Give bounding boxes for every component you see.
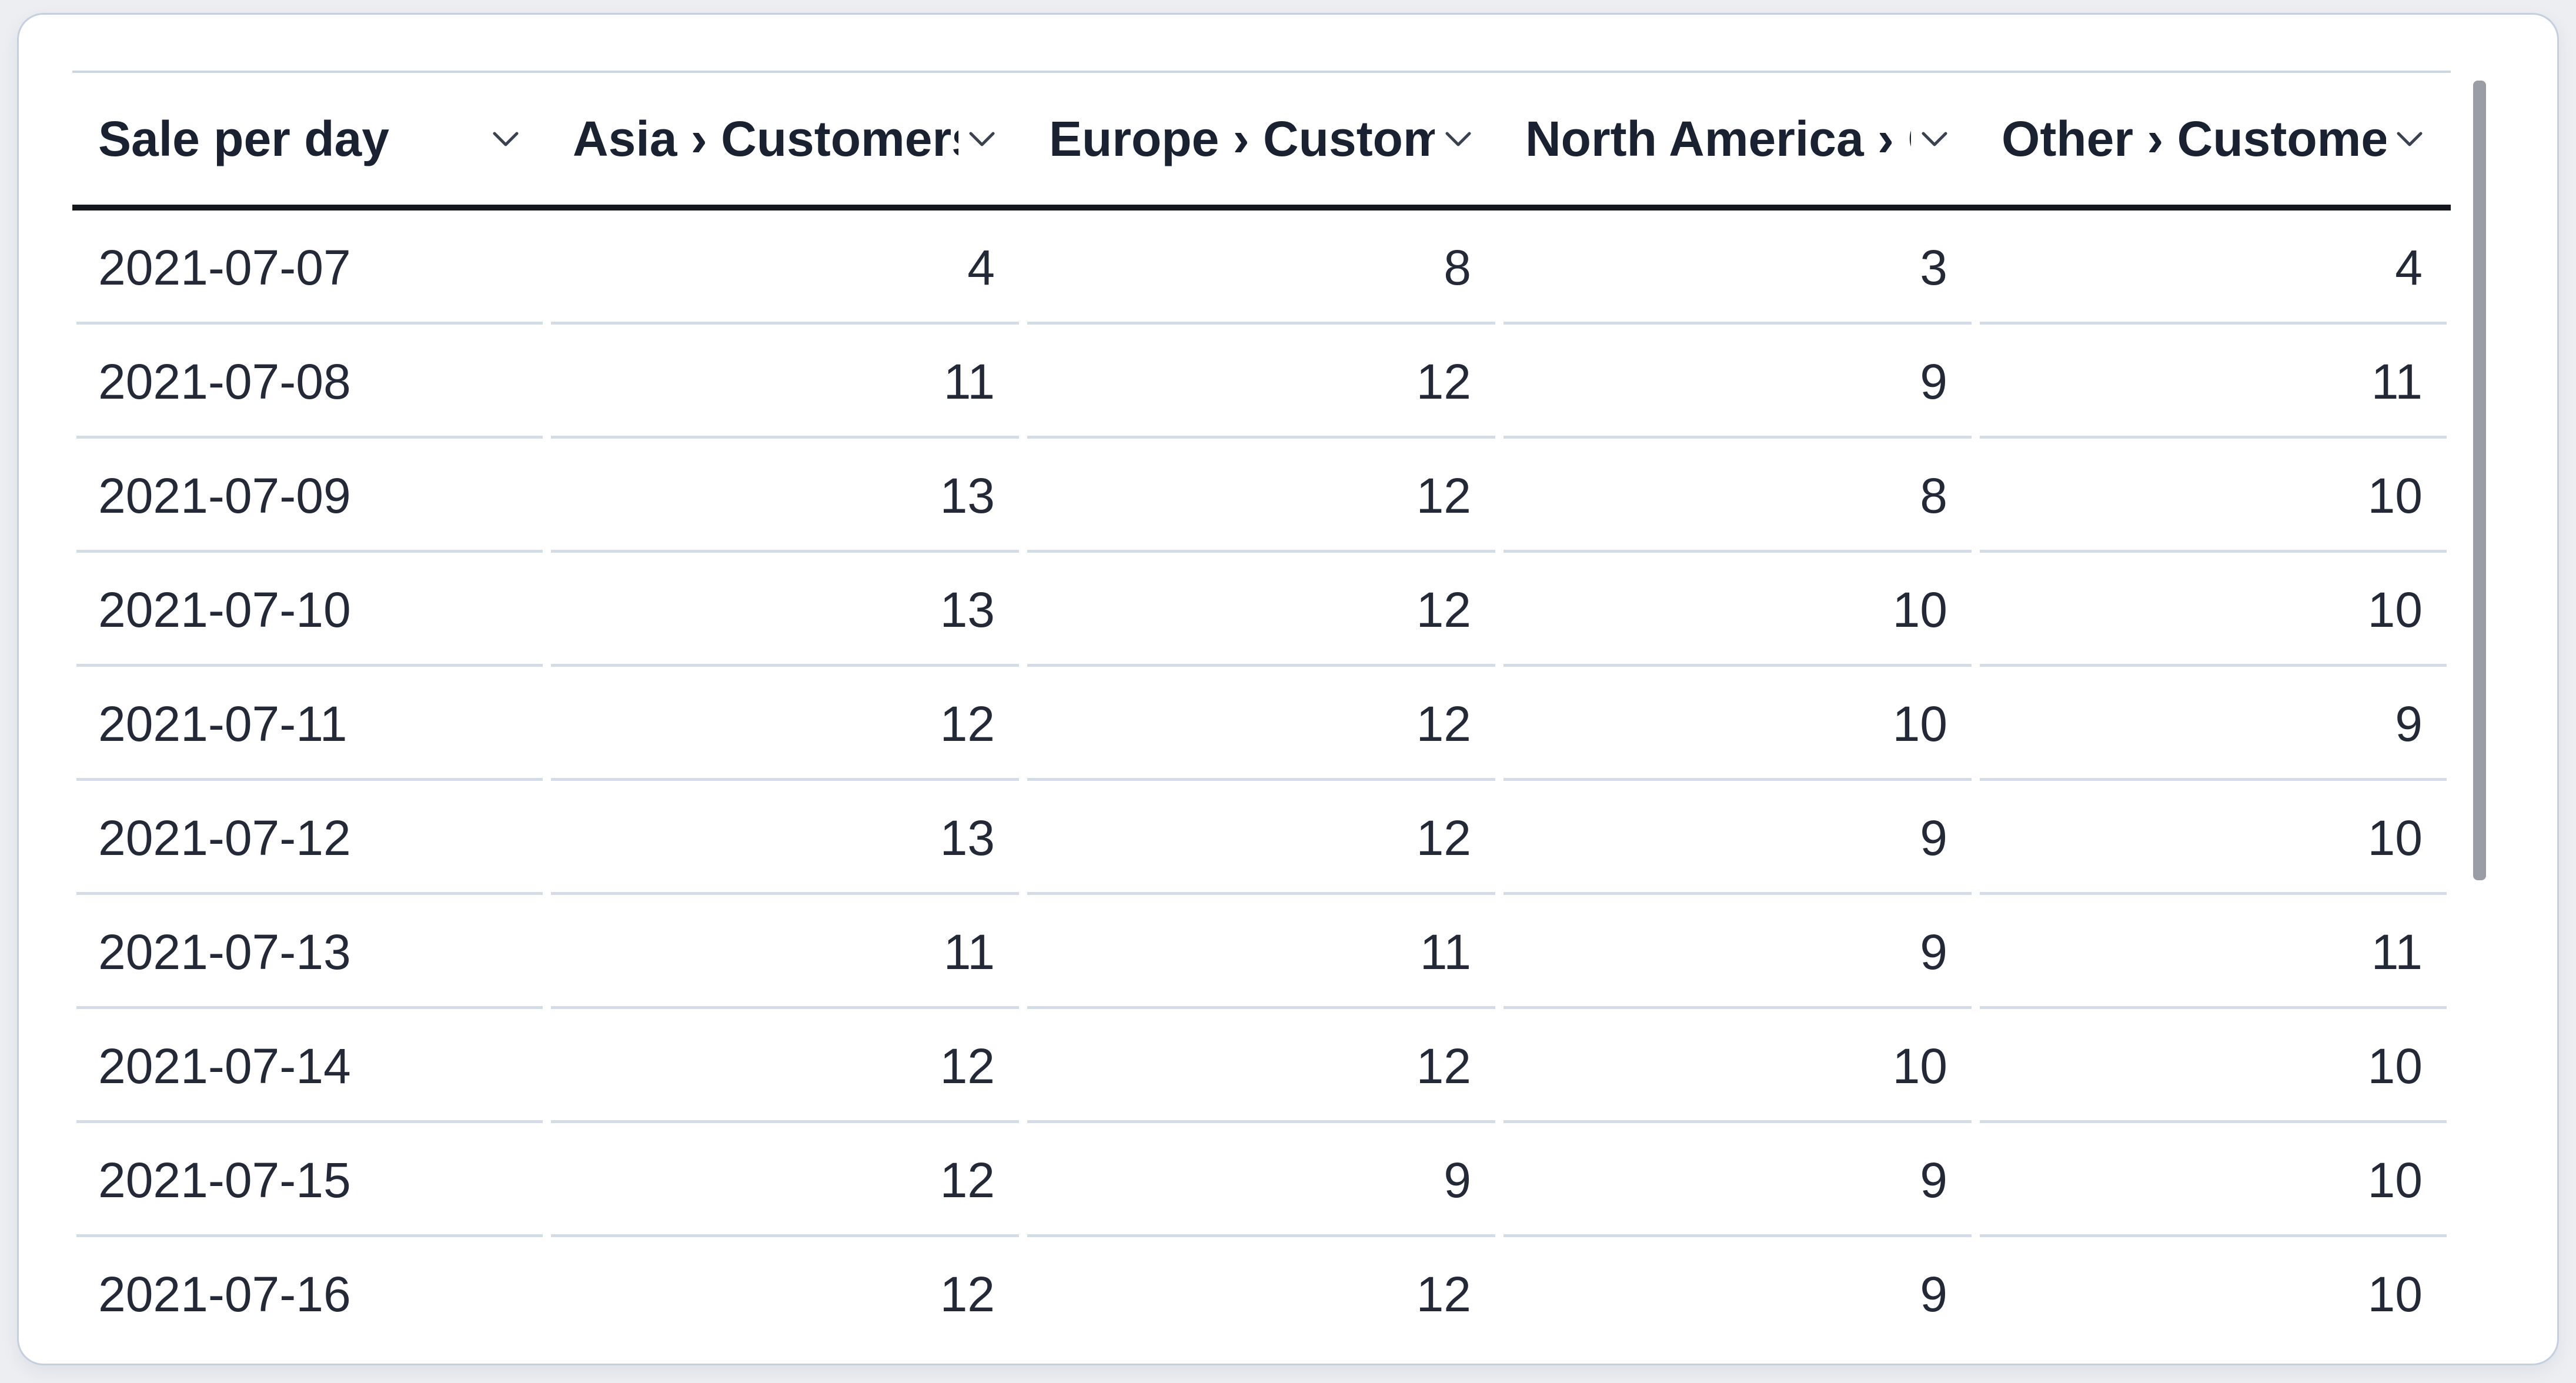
column-header-1[interactable]: Asia › Customers	[547, 73, 1023, 205]
cell-value[interactable]: 12	[547, 1237, 1023, 1323]
table-row: 2021-07-07 4 8 3 4	[72, 211, 2451, 325]
cell-date[interactable]: 2021-07-07	[72, 211, 547, 325]
cell-date[interactable]: 2021-07-13	[72, 895, 547, 1009]
cell-value[interactable]: 12	[1023, 781, 1499, 895]
column-header-label: Other › Customers	[2002, 111, 2386, 166]
cell-value[interactable]: 11	[1976, 325, 2451, 439]
cell-value[interactable]: 12	[1023, 553, 1499, 667]
column-header-label: North America › Customers	[1525, 111, 1911, 166]
column-header-label: Europe › Customers	[1049, 111, 1435, 166]
chevron-down-icon[interactable]	[2394, 128, 2425, 150]
column-header-label: Asia › Customers	[573, 111, 958, 166]
cell-value[interactable]: 4	[547, 211, 1023, 325]
column-header-2[interactable]: Europe › Customers	[1023, 73, 1499, 205]
cell-value[interactable]: 12	[1023, 1237, 1499, 1323]
column-header-label: Sale per day	[98, 111, 389, 166]
cell-value[interactable]: 11	[1976, 895, 2451, 1009]
cell-date[interactable]: 2021-07-10	[72, 553, 547, 667]
cell-value[interactable]: 8	[1499, 439, 1976, 553]
cell-value[interactable]: 13	[547, 439, 1023, 553]
table-row: 2021-07-12 13 12 9 10	[72, 781, 2451, 895]
chevron-down-icon[interactable]	[490, 128, 521, 150]
cell-value[interactable]: 9	[1976, 667, 2451, 781]
cell-date[interactable]: 2021-07-09	[72, 439, 547, 553]
cell-value[interactable]: 9	[1023, 1123, 1499, 1237]
cell-value[interactable]: 9	[1499, 781, 1976, 895]
table-viewport: Sale per day Asia › Customers Europe › Cus…	[72, 71, 2451, 1323]
table-row: 2021-07-13 11 11 9 11	[72, 895, 2451, 1009]
column-header-0[interactable]: Sale per day	[72, 73, 547, 205]
cell-value[interactable]: 12	[1023, 667, 1499, 781]
cell-value[interactable]: 12	[1023, 325, 1499, 439]
cell-value[interactable]: 10	[1976, 553, 2451, 667]
cell-value[interactable]: 10	[1976, 1123, 2451, 1237]
table-row: 2021-07-14 12 12 10 10	[72, 1009, 2451, 1123]
chevron-down-icon[interactable]	[1919, 128, 1950, 150]
cell-value[interactable]: 10	[1499, 1009, 1976, 1123]
cell-value[interactable]: 9	[1499, 1123, 1976, 1237]
cell-date[interactable]: 2021-07-14	[72, 1009, 547, 1123]
cell-date[interactable]: 2021-07-16	[72, 1237, 547, 1323]
vertical-scrollbar-thumb[interactable]	[2473, 81, 2486, 880]
cell-value[interactable]: 10	[1976, 439, 2451, 553]
cell-value[interactable]: 11	[547, 895, 1023, 1009]
cell-date[interactable]: 2021-07-08	[72, 325, 547, 439]
cell-value[interactable]: 12	[547, 1123, 1023, 1237]
cell-value[interactable]: 10	[1976, 781, 2451, 895]
table-row: 2021-07-16 12 12 9 10	[72, 1237, 2451, 1323]
table-row: 2021-07-15 12 9 9 10	[72, 1123, 2451, 1237]
cell-value[interactable]: 13	[547, 781, 1023, 895]
cell-value[interactable]: 12	[547, 1009, 1023, 1123]
cell-value[interactable]: 11	[547, 325, 1023, 439]
table-body: 2021-07-07 4 8 3 4 2021-07-08 11 12 9 11 2021-07-0…	[72, 211, 2451, 1323]
cell-date[interactable]: 2021-07-12	[72, 781, 547, 895]
cell-value[interactable]: 9	[1499, 895, 1976, 1009]
column-header-3[interactable]: North America › Customers	[1499, 73, 1976, 205]
table-row: 2021-07-09 13 12 8 10	[72, 439, 2451, 553]
cell-value[interactable]: 4	[1976, 211, 2451, 325]
cell-value[interactable]: 3	[1499, 211, 1976, 325]
cell-value[interactable]: 9	[1499, 325, 1976, 439]
chevron-down-icon[interactable]	[967, 128, 997, 150]
table-row: 2021-07-10 13 12 10 10	[72, 553, 2451, 667]
cell-value[interactable]: 12	[1023, 439, 1499, 553]
cell-value[interactable]: 8	[1023, 211, 1499, 325]
cell-value[interactable]: 10	[1499, 553, 1976, 667]
cell-value[interactable]: 10	[1976, 1009, 2451, 1123]
cell-value[interactable]: 12	[1023, 1009, 1499, 1123]
chevron-down-icon[interactable]	[1443, 128, 1474, 150]
cell-value[interactable]: 10	[1976, 1237, 2451, 1323]
cell-value[interactable]: 13	[547, 553, 1023, 667]
cell-date[interactable]: 2021-07-11	[72, 667, 547, 781]
cell-value[interactable]: 12	[547, 667, 1023, 781]
column-header-4[interactable]: Other › Customers	[1976, 73, 2451, 205]
cell-value[interactable]: 10	[1499, 667, 1976, 781]
table-card: Sale per day Asia › Customers Europe › Cus…	[17, 13, 2559, 1365]
table-row: 2021-07-11 12 12 10 9	[72, 667, 2451, 781]
table-header-row: Sale per day Asia › Customers Europe › Cus…	[72, 71, 2451, 211]
cell-value[interactable]: 9	[1499, 1237, 1976, 1323]
cell-value[interactable]: 11	[1023, 895, 1499, 1009]
table-row: 2021-07-08 11 12 9 11	[72, 325, 2451, 439]
cell-date[interactable]: 2021-07-15	[72, 1123, 547, 1237]
